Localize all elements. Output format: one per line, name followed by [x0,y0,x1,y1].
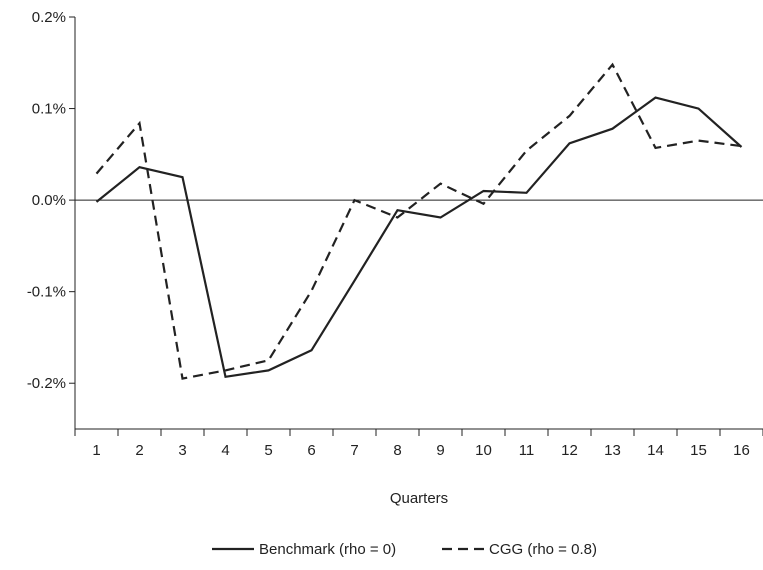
x-tick-label: 4 [221,442,229,459]
series-line-cgg [95,62,742,380]
legend: Benchmark (rho = 0) CGG (rho = 0.8) [212,541,597,558]
series-lines [95,62,743,380]
x-tick-label: 7 [350,442,358,459]
x-tick-label: 10 [475,442,492,459]
x-tick-label: 12 [561,442,578,459]
x-tick-label: 3 [178,442,186,459]
x-tick-label: 5 [264,442,272,459]
y-tick-label: -0.1% [27,284,66,301]
x-tick-label: 11 [519,442,535,459]
x-axis-title: Quarters [390,490,448,507]
x-tick-label: 9 [436,442,444,459]
x-tick-label: 1 [92,442,100,459]
y-tick-label: -0.2% [27,375,66,392]
x-axis-ticks: 1 2 3 4 5 6 7 8 9 10 11 12 13 14 15 16 [74,429,763,459]
x-tick-label: 6 [307,442,315,459]
series-line-benchmark [95,96,743,379]
y-tick-label: 0.2% [32,9,66,26]
y-tick-label: 0.1% [32,101,66,118]
legend-label: CGG (rho = 0.8) [489,541,597,558]
y-axis-ticks: 0.2% 0.1% 0.0% -0.1% -0.2% [27,9,75,392]
x-tick-label: 13 [604,442,621,459]
y-tick-label: 0.0% [32,192,66,209]
x-tick-label: 16 [733,442,750,459]
legend-label: Benchmark (rho = 0) [259,541,396,558]
x-tick-label: 2 [135,442,143,459]
x-tick-label: 14 [647,442,664,459]
x-tick-label: 8 [393,442,401,459]
x-tick-label: 15 [690,442,707,459]
